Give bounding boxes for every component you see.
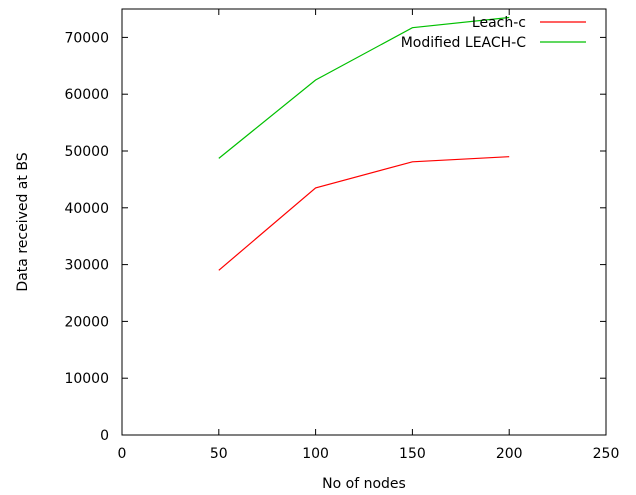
x-tick-label: 100 — [302, 446, 329, 462]
y-tick-label: 30000 — [64, 258, 109, 274]
legend-label-1: Modified LEACH-C — [401, 35, 527, 51]
x-tick-label: 0 — [118, 446, 127, 462]
legend-label-0: Leach-c — [472, 15, 526, 31]
legend: Leach-c Modified LEACH-C — [401, 15, 586, 51]
x-tick-label: 150 — [399, 446, 426, 462]
series-line-1 — [218, 16, 510, 159]
y-tick-label: 10000 — [64, 371, 109, 387]
y-axis-title: Data received at BS — [15, 152, 31, 291]
y-tick-label: 20000 — [64, 314, 109, 330]
y-tick-label: 70000 — [64, 30, 109, 46]
y-tick-label: 0 — [100, 428, 109, 444]
y-tick-label: 50000 — [64, 144, 109, 160]
x-tick-label: 250 — [593, 446, 620, 462]
plot-frame — [121, 8, 607, 436]
x-tick-label: 50 — [210, 446, 228, 462]
x-tick-label: 200 — [496, 446, 523, 462]
series-layer — [218, 16, 510, 271]
axis-ticks: 0 50 100 150 200 250 0 10000 20000 30000 40000 5000… — [64, 9, 619, 462]
y-tick-label: 60000 — [64, 87, 109, 103]
series-line-0 — [218, 156, 510, 271]
y-tick-label: 40000 — [64, 201, 109, 217]
x-axis-title: No of nodes — [322, 476, 406, 492]
